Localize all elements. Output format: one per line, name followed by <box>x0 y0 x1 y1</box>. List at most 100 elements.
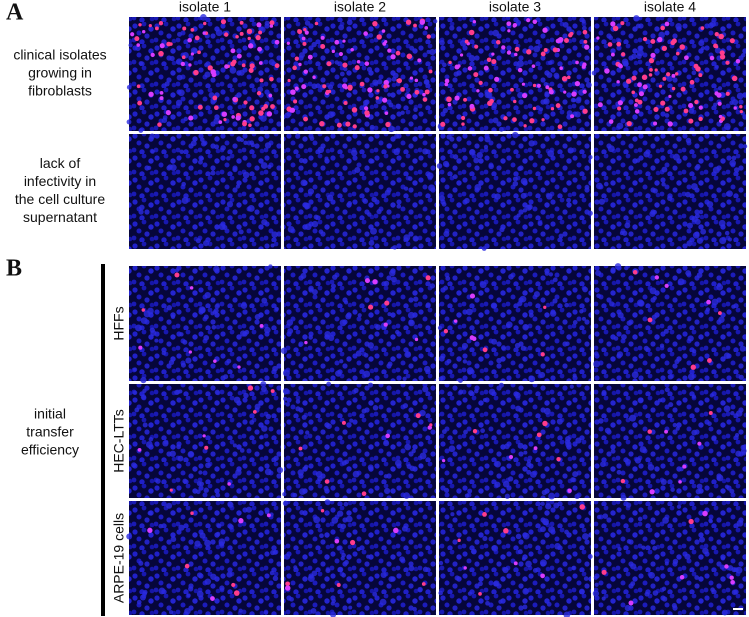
infected-cell <box>634 109 640 114</box>
nucleus <box>164 81 170 87</box>
infected-cell <box>381 29 386 33</box>
infected-cell <box>718 114 723 119</box>
infected-cell <box>446 96 452 103</box>
nucleus <box>170 536 177 543</box>
nucleus <box>170 314 176 319</box>
infected-cell <box>224 32 229 37</box>
nucleus <box>369 124 375 130</box>
infected-cell <box>638 91 644 97</box>
nucleus <box>300 179 308 187</box>
infected-cell <box>702 510 708 517</box>
nucleus <box>210 573 217 580</box>
nucleus <box>213 308 219 314</box>
nucleus <box>443 285 449 291</box>
row-label: the cell culture <box>15 191 105 207</box>
infected-cell <box>729 575 734 580</box>
nucleus <box>717 86 723 91</box>
nucleus <box>553 72 560 79</box>
infected-cell <box>563 90 567 94</box>
nucleus <box>624 222 631 229</box>
infected-cell <box>698 116 703 122</box>
infected-cell <box>559 66 563 71</box>
infected-cell <box>181 55 186 60</box>
nucleus <box>736 519 744 527</box>
infected-cell <box>194 35 200 41</box>
nucleus <box>546 601 552 607</box>
nucleus <box>199 156 204 161</box>
nucleus <box>635 158 641 163</box>
nucleus <box>311 220 319 228</box>
nucleus <box>730 411 735 416</box>
micrograph <box>282 381 436 499</box>
nucleus <box>616 351 624 358</box>
nucleus <box>211 325 217 330</box>
nucleus <box>319 533 324 539</box>
infected-cell <box>387 48 392 53</box>
nucleus <box>210 170 216 176</box>
nucleus <box>383 440 390 447</box>
infected-cell <box>336 122 342 128</box>
nucleus <box>550 310 557 317</box>
nucleus <box>661 586 667 591</box>
nucleus <box>149 133 156 140</box>
micrograph-background <box>439 501 591 615</box>
nucleus <box>601 596 606 601</box>
nucleus <box>324 330 331 338</box>
infected-cell <box>649 489 655 495</box>
nucleus <box>731 304 736 309</box>
nucleus <box>367 464 374 471</box>
infected-cell <box>150 52 155 58</box>
nucleus <box>624 458 631 465</box>
infected-cell <box>626 121 632 127</box>
nucleus <box>464 493 470 498</box>
nucleus <box>546 193 553 200</box>
nucleus <box>343 67 348 72</box>
nucleus <box>537 221 543 227</box>
nucleus <box>517 300 523 307</box>
nucleus <box>552 298 558 304</box>
nucleus <box>336 545 342 551</box>
infected-cell <box>247 36 251 41</box>
infected-cell <box>731 75 738 82</box>
nucleus <box>690 183 698 191</box>
nucleus <box>442 107 448 114</box>
nucleus <box>219 585 225 591</box>
nucleus <box>467 488 473 494</box>
infected-cell <box>461 122 465 126</box>
infected-cell <box>536 432 542 438</box>
nucleus <box>603 181 609 187</box>
infected-cell <box>739 105 743 109</box>
infected-cell <box>653 106 659 112</box>
nucleus <box>659 343 665 348</box>
nucleus <box>307 575 315 583</box>
infected-cell <box>561 76 568 82</box>
infected-cell <box>347 84 353 90</box>
infected-cell <box>190 511 194 515</box>
nucleus <box>368 33 374 38</box>
nucleus <box>287 328 294 335</box>
micrograph <box>437 266 591 383</box>
nucleus <box>467 591 473 596</box>
infected-cell <box>617 106 622 111</box>
infected-cell <box>268 93 273 98</box>
nucleus <box>232 166 238 173</box>
infected-cell <box>536 83 541 88</box>
nucleus <box>631 53 637 60</box>
nucleus <box>740 444 746 450</box>
infected-cell <box>444 78 450 84</box>
infected-cell <box>182 26 187 31</box>
nucleus <box>541 489 548 496</box>
infected-cell <box>617 100 623 106</box>
nucleus <box>448 445 456 453</box>
nucleus <box>718 219 726 227</box>
infected-cell <box>197 104 203 110</box>
nucleus <box>238 69 245 76</box>
infected-cell <box>302 41 307 46</box>
infected-cell <box>472 20 477 24</box>
infected-cell <box>147 527 153 534</box>
infected-cell <box>664 106 670 112</box>
infected-cell <box>212 95 218 101</box>
nucleus <box>161 350 167 356</box>
infected-cell <box>232 96 237 102</box>
nucleus <box>467 369 473 375</box>
